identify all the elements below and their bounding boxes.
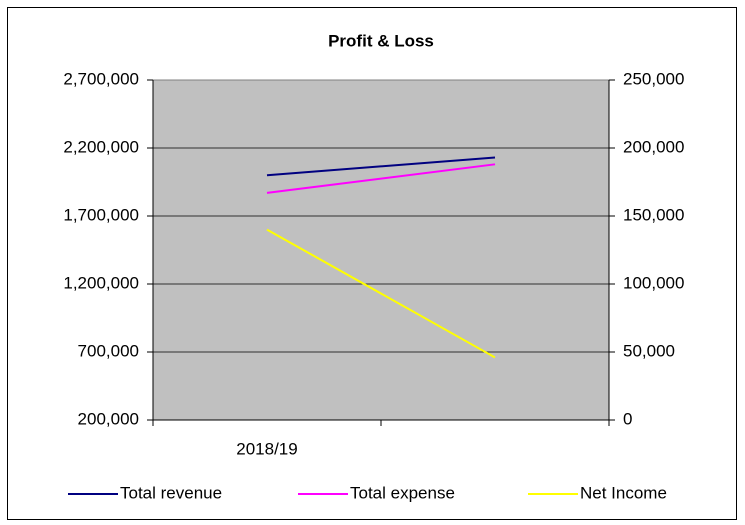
y2-tick-label: 250,000 [623,69,684,88]
plot-area [152,79,610,421]
legend-label: Total revenue [120,483,222,502]
y2-tick-label: 200,000 [623,137,684,156]
series-line [266,163,496,194]
chart-title: Profit & Loss [328,31,434,50]
y-tick-label: 1,200,000 [63,273,139,292]
series-line [266,228,496,359]
y-tick-label: 1,700,000 [63,205,139,224]
y2-tick-label: 0 [623,409,632,428]
y2-tick-label: 150,000 [623,205,684,224]
x-tick-label: 2018/19 [236,439,297,458]
y2-tick-label: 100,000 [623,273,684,292]
y-tick-label: 2,700,000 [63,69,139,88]
y-tick-label: 200,000 [78,409,139,428]
legend-label: Net Income [580,483,667,502]
y-tick-label: 700,000 [78,341,139,360]
y2-tick-label: 50,000 [623,341,675,360]
y-tick-label: 2,200,000 [63,137,139,156]
legend-label: Total expense [350,483,455,502]
series-line [266,156,496,177]
